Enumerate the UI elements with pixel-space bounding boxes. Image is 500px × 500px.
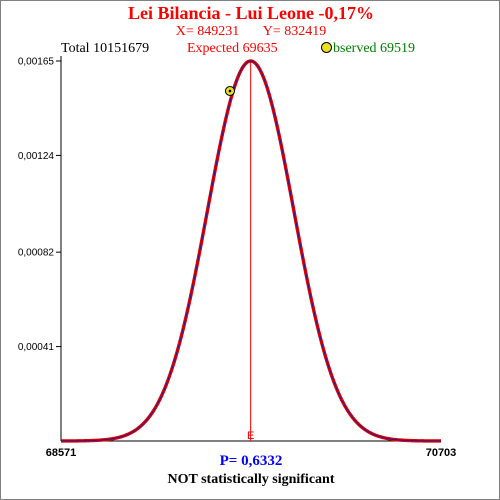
y-tick-label: 0,00041 (18, 342, 55, 353)
observed-count: bserved 69519 (321, 41, 415, 57)
y-tick-label: 0,00124 (18, 151, 55, 162)
expected-line-label: E (247, 430, 254, 442)
coordinates-line: X= 849231 Y= 832419 (1, 24, 499, 40)
significance-verdict: NOT statistically significant (167, 472, 335, 487)
y-value: Y= 832419 (262, 24, 327, 39)
y-axis-ticks: 0,00165 0,00124 0,00082 0,00041 (18, 57, 61, 353)
observed-legend-icon (321, 42, 332, 53)
total-count: Total 10151679 (61, 41, 150, 56)
observed-count-label: bserved 69519 (333, 41, 416, 56)
x-value: X= 849231 (175, 24, 240, 39)
y-tick-label: 0,00165 (18, 57, 55, 68)
x-tick-label-max: 70703 (426, 447, 457, 459)
expected-count: Expected 69635 (187, 41, 278, 56)
observed-point-center (228, 89, 232, 93)
chart-title: Lei Bilancia - Lui Leone -0,17% (127, 3, 374, 23)
x-axis-ticks: 68571 70703 (46, 447, 457, 459)
y-tick-label: 0,00082 (18, 248, 55, 259)
p-value: P= 0,6332 (219, 453, 283, 469)
x-tick-label-min: 68571 (46, 447, 77, 459)
density-curve (60, 60, 442, 442)
